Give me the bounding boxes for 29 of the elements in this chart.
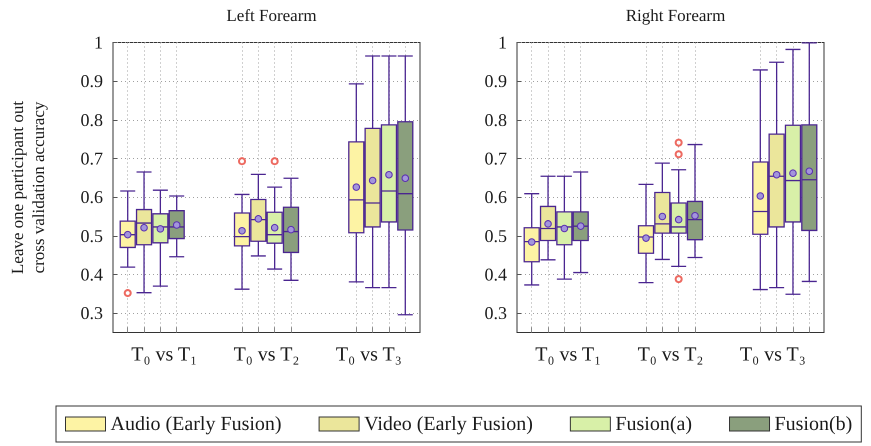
y-tick-label: 0.4 [80,264,103,284]
y-tick-label: 1 [94,32,103,52]
y-tick-label: 0.9 [80,71,103,92]
chart-title: Left Forearm [226,6,317,25]
y-tick-label: 0.8 [80,110,103,130]
x-tick-label: T₀ vs T₂ [638,344,704,366]
y-tick-label: 0.9 [484,71,508,92]
y-tick-label: 0.6 [80,187,103,208]
y-tick-label: 0.5 [80,226,103,246]
x-tick-label: T₀ vs T₃ [740,344,806,366]
chart-title: Right Forearm [626,6,726,25]
y-tick-label: 0.7 [484,148,508,168]
legend-label: Audio (Early Fusion) [110,413,282,435]
y-tick-label: 0.3 [80,303,103,324]
legend-label: Fusion(a) [615,413,692,435]
legend-label: Video (Early Fusion) [364,413,533,435]
y-tick-label: 0.3 [484,303,508,324]
y-tick-label: 0.7 [80,148,103,168]
y-tick-label: 1 [498,32,508,52]
legend-label: Fusion(b) [774,413,852,435]
y-tick-label: 0.6 [484,187,508,208]
y-axis-title: Leave one participant out cross validation accuracy [8,100,48,274]
y-tick-label: 0.8 [484,110,508,130]
y-tick-label: 0.5 [484,226,508,246]
x-tick-label: T₀ vs T₁ [131,344,198,366]
x-tick-label: T₀ vs T₃ [336,344,402,366]
x-tick-label: T₀ vs T₁ [536,344,602,366]
y-tick-label: 0.4 [484,264,508,284]
x-tick-label: T₀ vs T₂ [234,344,300,366]
